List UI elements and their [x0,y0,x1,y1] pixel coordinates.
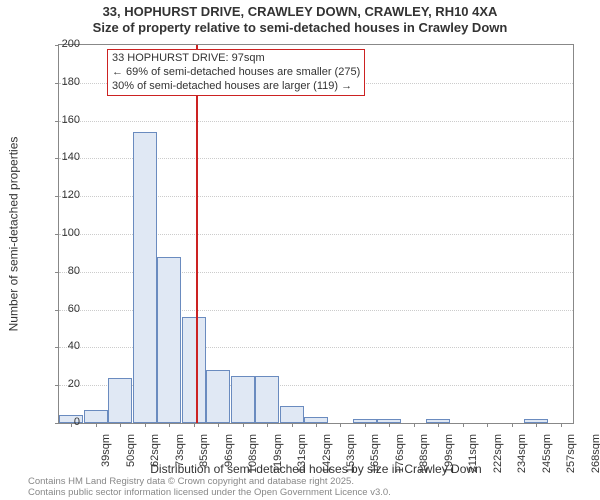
x-tick-label: 165sqm [369,434,381,474]
x-tick-mark [292,423,293,427]
x-tick-mark [414,423,415,427]
x-tick-label: 62sqm [149,434,161,474]
x-tick-label: 50sqm [125,434,137,474]
x-tick-label: 188sqm [418,434,430,474]
y-tick-label: 140 [40,151,80,163]
histogram-bar [157,257,181,423]
footer-line-2: Contains public sector information licen… [28,488,391,498]
gridline [59,121,573,122]
y-tick-label: 40 [40,340,80,352]
y-tick-label: 100 [40,227,80,239]
x-tick-mark [194,423,195,427]
y-axis-label: Number of semi-detached properties [6,44,20,424]
histogram-bar [108,378,132,423]
x-tick-label: 234sqm [516,434,528,474]
annotation-box: 33 HOPHURST DRIVE: 97sqm ← 69% of semi-d… [107,49,365,96]
annotation-line-3: 30% of semi-detached houses are larger (… [112,80,360,94]
x-tick-label: 153sqm [345,434,357,474]
x-tick-mark [218,423,219,427]
histogram-bar [255,376,279,423]
x-tick-mark [512,423,513,427]
x-tick-label: 268sqm [590,434,600,474]
histogram-bar [206,370,230,423]
x-tick-label: 119sqm [272,434,284,474]
y-tick-label: 80 [40,265,80,277]
x-tick-mark [561,423,562,427]
x-tick-mark [365,423,366,427]
y-axis-label-text: Number of semi-detached properties [6,137,20,332]
x-tick-mark [169,423,170,427]
y-tick-label: 60 [40,303,80,315]
y-tick-label: 20 [40,378,80,390]
x-tick-mark [120,423,121,427]
title-line-1: 33, HOPHURST DRIVE, CRAWLEY DOWN, CRAWLE… [0,4,600,20]
y-tick-label: 0 [40,416,80,428]
x-tick-label: 39sqm [100,434,112,474]
x-tick-label: 85sqm [198,434,210,474]
x-tick-label: 131sqm [296,434,308,474]
x-tick-mark [145,423,146,427]
x-tick-label: 211sqm [467,434,479,474]
x-tick-label: 245sqm [541,434,553,474]
x-tick-label: 176sqm [394,434,406,474]
histogram-bar [280,406,304,423]
title-line-2: Size of property relative to semi-detach… [0,20,600,36]
annotation-line-1: 33 HOPHURST DRIVE: 97sqm [112,52,360,66]
chart-container: 33, HOPHURST DRIVE, CRAWLEY DOWN, CRAWLE… [0,0,600,500]
footer-attribution: Contains HM Land Registry data © Crown c… [28,477,391,498]
x-tick-label: 199sqm [443,434,455,474]
x-tick-label: 108sqm [247,434,259,474]
x-tick-mark [267,423,268,427]
x-tick-label: 96sqm [223,434,235,474]
annotation-line-2: ← 69% of semi-detached houses are smalle… [112,66,360,80]
x-tick-label: 73sqm [174,434,186,474]
x-tick-label: 222sqm [492,434,504,474]
x-tick-mark [389,423,390,427]
histogram-bar [182,317,206,423]
x-tick-mark [438,423,439,427]
x-tick-label: 257sqm [565,434,577,474]
x-tick-label: 142sqm [321,434,333,474]
x-tick-mark [243,423,244,427]
histogram-bar [231,376,255,423]
x-tick-mark [340,423,341,427]
x-tick-mark [316,423,317,427]
y-tick-label: 120 [40,189,80,201]
y-tick-label: 180 [40,76,80,88]
x-tick-mark [96,423,97,427]
histogram-bar [133,132,157,423]
y-tick-label: 160 [40,114,80,126]
x-tick-mark [463,423,464,427]
y-tick-label: 200 [40,38,80,50]
histogram-bar [84,410,108,423]
x-tick-mark [536,423,537,427]
title-block: 33, HOPHURST DRIVE, CRAWLEY DOWN, CRAWLE… [0,0,600,37]
reference-line [196,45,198,423]
plot-area: 33 HOPHURST DRIVE: 97sqm ← 69% of semi-d… [58,44,574,424]
footer-line-1: Contains HM Land Registry data © Crown c… [28,477,391,487]
x-tick-mark [487,423,488,427]
